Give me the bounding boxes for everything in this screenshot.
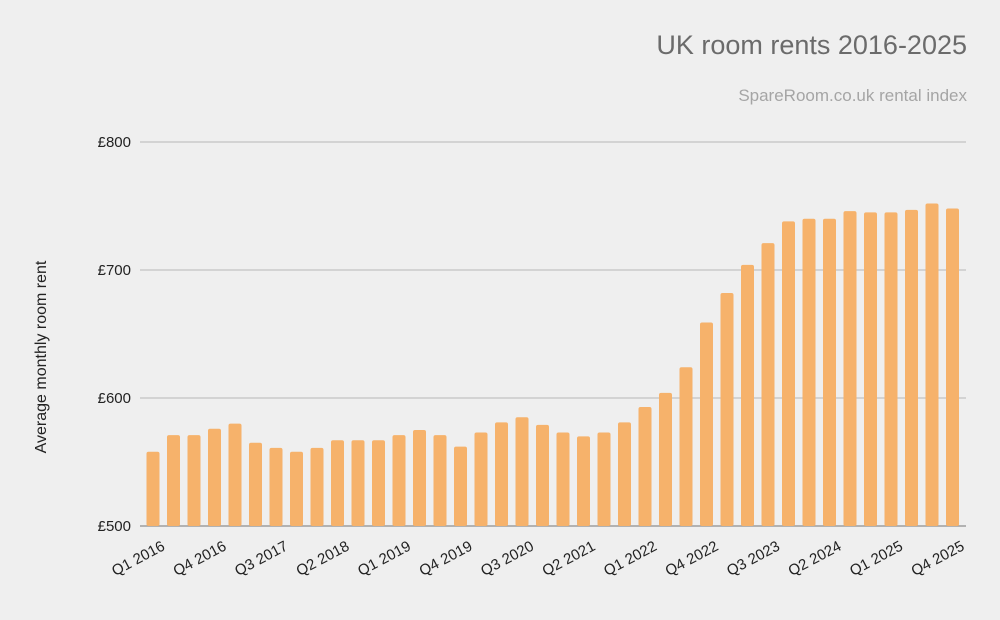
bar: Q1 2025: £745	[884, 212, 898, 526]
x-tick-label: Q4 2016	[170, 538, 229, 580]
chart-subtitle: SpareRoom.co.uk rental index	[738, 86, 967, 105]
bar: Q4 2020: £579	[536, 424, 549, 526]
bar: Q4 2017: £558	[290, 451, 303, 526]
y-tick-label: £800	[98, 134, 131, 151]
bar: Q4 2021: £581	[618, 422, 631, 526]
bar: Q2 2021: £570	[577, 436, 590, 526]
x-tick-label: Q3 2017	[232, 538, 291, 580]
chart-title: UK room rents 2016-2025	[656, 30, 967, 60]
x-tick-label: Q2 2021	[539, 538, 598, 580]
bar: Q3 2024: £746	[843, 211, 857, 526]
x-tick-label: Q1 2019	[355, 538, 414, 580]
x-tick-label: Q4 2019	[416, 538, 475, 580]
gridlines	[140, 141, 966, 527]
x-tick-label: Q4 2022	[662, 538, 721, 580]
bar: Q1 2018: £561	[310, 447, 324, 526]
bar: Q1 2017: £580	[228, 423, 242, 526]
bar: Q3 2016: £571	[187, 435, 201, 526]
bar: Q3 2023: £721	[761, 243, 775, 526]
bar: Q4 2024: £745	[864, 212, 877, 526]
bar: Q2 2024: £740	[823, 218, 836, 527]
y-tick-label: £500	[98, 518, 131, 535]
y-tick-label: £600	[98, 390, 131, 407]
x-tick-label: Q3 2020	[478, 538, 537, 580]
bar: Q3 2022: £624	[679, 367, 693, 526]
bars: Q1 2016: £558 Q2 2016: £571 Q3 2016: £571 Q…	[146, 203, 959, 527]
x-tick-label: Q2 2024	[785, 538, 844, 580]
y-tick-label: £700	[98, 262, 131, 279]
x-axis-ticks: Q1 2016 Q4 2016 Q3 2017 Q2 2018 Q1 2019 Q4 20…	[109, 538, 967, 580]
bar: Q2 2017: £565	[249, 442, 262, 526]
x-tick-label: Q1 2022	[601, 538, 660, 580]
x-tick-label: Q1 2016	[109, 538, 168, 580]
y-axis-ticks: £500 £600 £700 £800	[98, 134, 131, 535]
bar: Q1 2019: £571	[392, 435, 406, 526]
bar: Q4 2023: £738	[782, 221, 795, 527]
bar: Q4 2016: £576	[208, 428, 221, 526]
bar: Q3 2020: £585	[515, 417, 529, 526]
x-tick-label: Q2 2018	[293, 538, 352, 580]
bar: Q2 2020: £581	[495, 422, 508, 526]
bar: Q1 2024: £740	[802, 218, 816, 527]
bar: Q3 2017: £561	[269, 447, 283, 526]
bar: Q2 2018: £567	[331, 440, 344, 526]
x-tick-label: Q1 2025	[847, 538, 906, 580]
bar: Q3 2025: £752	[925, 203, 939, 526]
bar: Q2 2023: £704	[741, 264, 754, 526]
bar: Q1 2023: £682	[720, 293, 734, 526]
x-tick-label: Q3 2023	[724, 538, 783, 580]
bar: Q1 2021: £573	[556, 432, 570, 526]
bar: Q2 2016: £571	[167, 435, 180, 526]
bar: Q1 2022: £593	[638, 406, 652, 526]
x-tick-label: Q4 2025	[908, 538, 967, 580]
bar: Q2 2019: £575	[413, 430, 426, 526]
bar: Q4 2025: £748	[946, 208, 959, 526]
bar: Q4 2019: £562	[454, 446, 467, 526]
bar: Q4 2018: £567	[372, 440, 385, 526]
bar: Q2 2025: £747	[905, 209, 918, 526]
bar: Q4 2022: £659	[700, 322, 713, 526]
bar: Q3 2019: £571	[433, 435, 447, 526]
bar: Q1 2016: £558	[146, 451, 160, 526]
bar: Q1 2020: £573	[474, 432, 488, 526]
bar: Q3 2021: £573	[597, 432, 611, 526]
bar: Q3 2018: £567	[351, 440, 365, 526]
bar: Q2 2022: £604	[659, 392, 672, 526]
